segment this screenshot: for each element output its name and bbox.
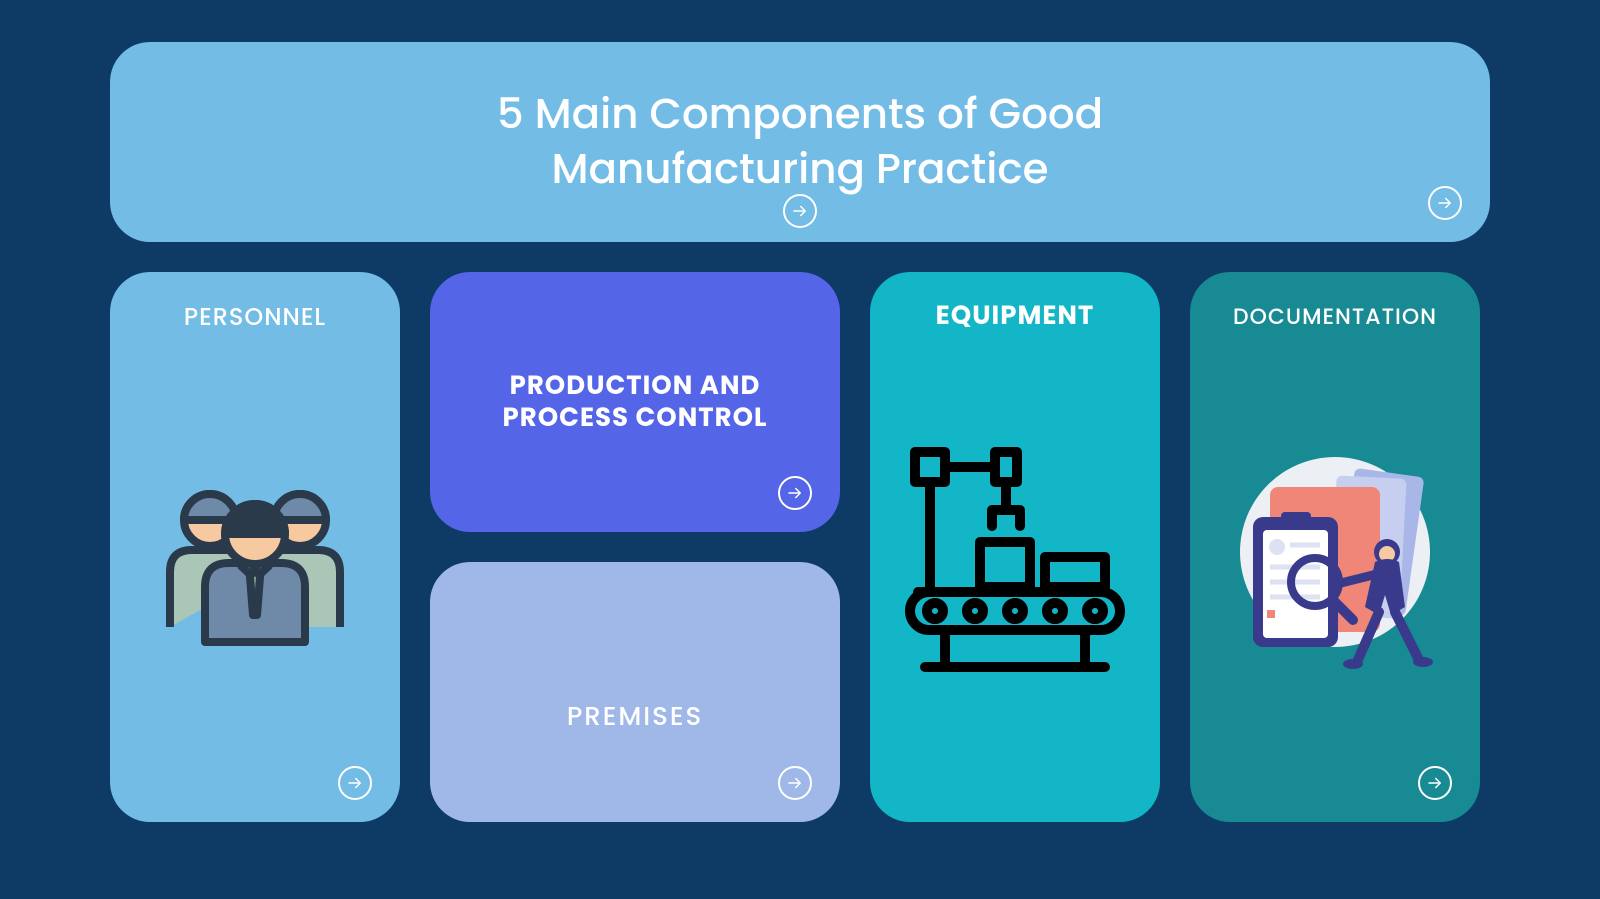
card-label: PREMISES <box>567 698 703 737</box>
card-label: EQUIPMENT <box>890 300 1140 333</box>
card-label: DOCUMENTATION <box>1210 300 1460 333</box>
people-group-icon <box>150 442 360 659</box>
cards-grid: PERSONNEL <box>110 272 1490 822</box>
card-documentation: DOCUMENTATION <box>1190 272 1480 822</box>
card-label: PERSONNEL <box>130 300 380 335</box>
conveyor-machine-icon <box>900 442 1130 699</box>
arrow-icon <box>1418 766 1452 800</box>
arrow-icon <box>1428 186 1462 220</box>
arrow-icon <box>783 194 817 228</box>
documents-audit-icon <box>1215 442 1455 709</box>
card-label: PRODUCTION AND PROCESS CONTROL <box>450 370 820 435</box>
arrow-icon <box>778 766 812 800</box>
card-personnel: PERSONNEL <box>110 272 400 822</box>
arrow-icon <box>338 766 372 800</box>
page-title: 5 Main Components of Good Manufacturing … <box>350 87 1250 196</box>
card-premises: PREMISES <box>430 562 840 822</box>
title-card: 5 Main Components of Good Manufacturing … <box>110 42 1490 242</box>
card-production: PRODUCTION AND PROCESS CONTROL <box>430 272 840 532</box>
arrow-icon <box>778 476 812 510</box>
card-equipment: EQUIPMENT <box>870 272 1160 822</box>
